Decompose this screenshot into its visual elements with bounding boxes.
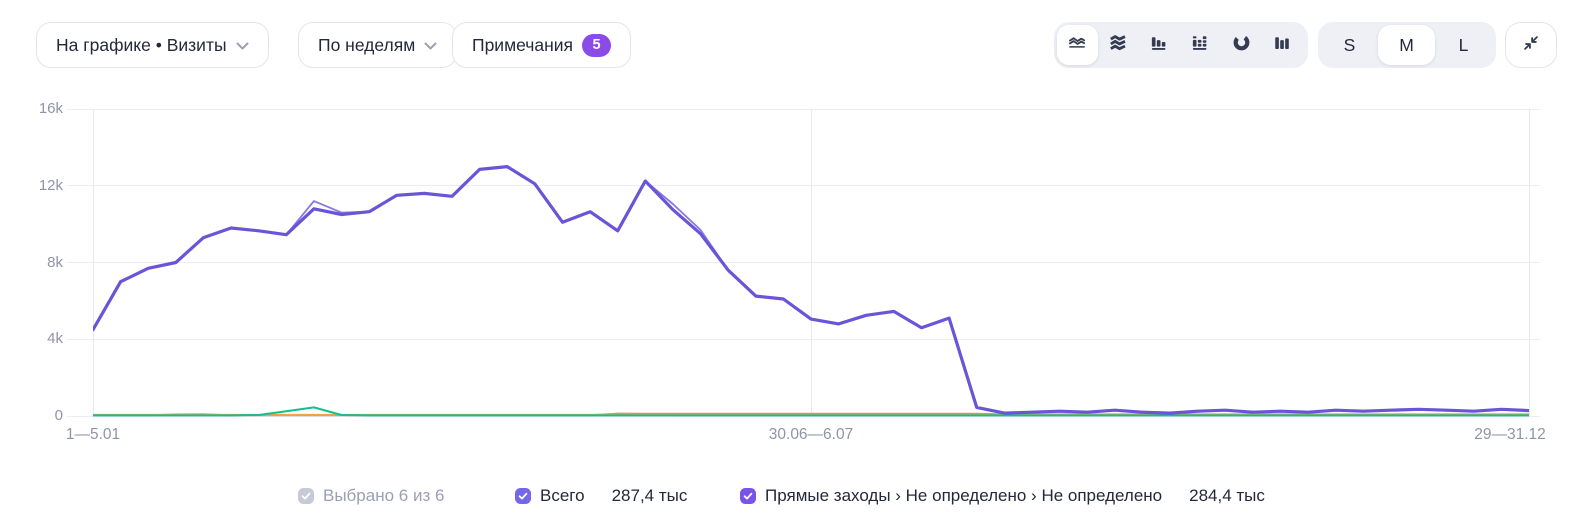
chevron-down-icon [424,42,437,50]
chart-type-line-chart[interactable] [1057,25,1098,65]
x-axis-label: 29—31.12 [1474,426,1546,443]
metric-dropdown[interactable]: На графике • Визиты [36,22,269,68]
legend-select-all-label: Выбрано 6 из 6 [323,486,445,505]
chart-type-stacked-bar-chart[interactable] [1180,25,1221,65]
size-switcher: S M L [1318,22,1496,68]
y-axis-label: 0 [54,407,63,424]
legend-item-value: 287,4 тыс [611,486,688,505]
checkbox-icon [515,488,531,504]
y-axis-label: 12k [38,176,63,194]
line-chart-icon [1067,32,1088,58]
series-line-series-green [93,406,1529,417]
chevron-down-icon [236,42,249,50]
notes-count-badge: 5 [582,33,612,57]
y-gridline [67,338,1540,340]
legend-item-label: Прямые заходы › Не определено › Не опред… [765,486,1163,505]
grouping-dropdown[interactable]: По неделям [298,22,458,68]
series-line-Прямые заходы › Не определено › Не определено [93,164,1529,415]
x-gridline [810,109,812,417]
checkbox-icon [298,488,314,504]
chart-type-stacked-area-chart[interactable] [1098,25,1139,65]
metric-dropdown-label: На графике • Визиты [56,34,227,55]
y-axis-label: 16k [38,100,63,117]
legend-item-total[interactable]: Всего 287,4 тыс [515,486,687,506]
pie-chart-icon [1231,32,1252,58]
grouping-dropdown-label: По неделям [318,34,416,55]
column-chart-icon [1272,32,1293,58]
y-gridline [67,262,1540,263]
chart-type-pie-chart[interactable] [1221,25,1262,65]
y-axis-label: 8k [47,253,63,271]
size-option-m[interactable]: M [1378,25,1435,65]
y-gridline [67,108,1540,110]
stacked-area-chart-icon [1108,32,1129,58]
size-option-s[interactable]: S [1343,34,1356,55]
chart-legend: Выбрано 6 из 6 Всего 287,4 тыс Прямые за… [0,486,1588,506]
chart-type-switcher [1054,22,1308,68]
chart-plot[interactable] [93,109,1529,422]
notes-button[interactable]: Примечания 5 [452,22,632,68]
bar-chart-icon [1149,32,1170,58]
chart-type-bar-chart[interactable] [1139,25,1180,65]
chart-type-column-chart[interactable] [1262,25,1303,65]
x-gridline [92,109,94,417]
x-gridline [1528,109,1530,417]
collapse-icon [1521,33,1541,58]
stacked-bar-chart-icon [1190,32,1211,58]
legend-item-label: Всего [540,486,585,505]
notes-button-label: Примечания [472,34,574,55]
x-axis-label: 30.06—6.07 [768,426,854,443]
x-axis-label: 1—5.01 [65,426,121,443]
checkbox-icon [740,488,756,504]
series-line-Всего [93,165,1529,415]
legend-select-all[interactable]: Выбрано 6 из 6 [298,486,444,506]
legend-item-direct[interactable]: Прямые заходы › Не определено › Не опред… [740,486,1265,506]
size-option-l[interactable]: L [1458,34,1469,55]
collapse-button[interactable] [1505,22,1557,68]
y-axis-label: 4k [47,330,63,348]
legend-item-value: 284,4 тыс [1189,486,1265,505]
y-gridline [67,185,1540,187]
